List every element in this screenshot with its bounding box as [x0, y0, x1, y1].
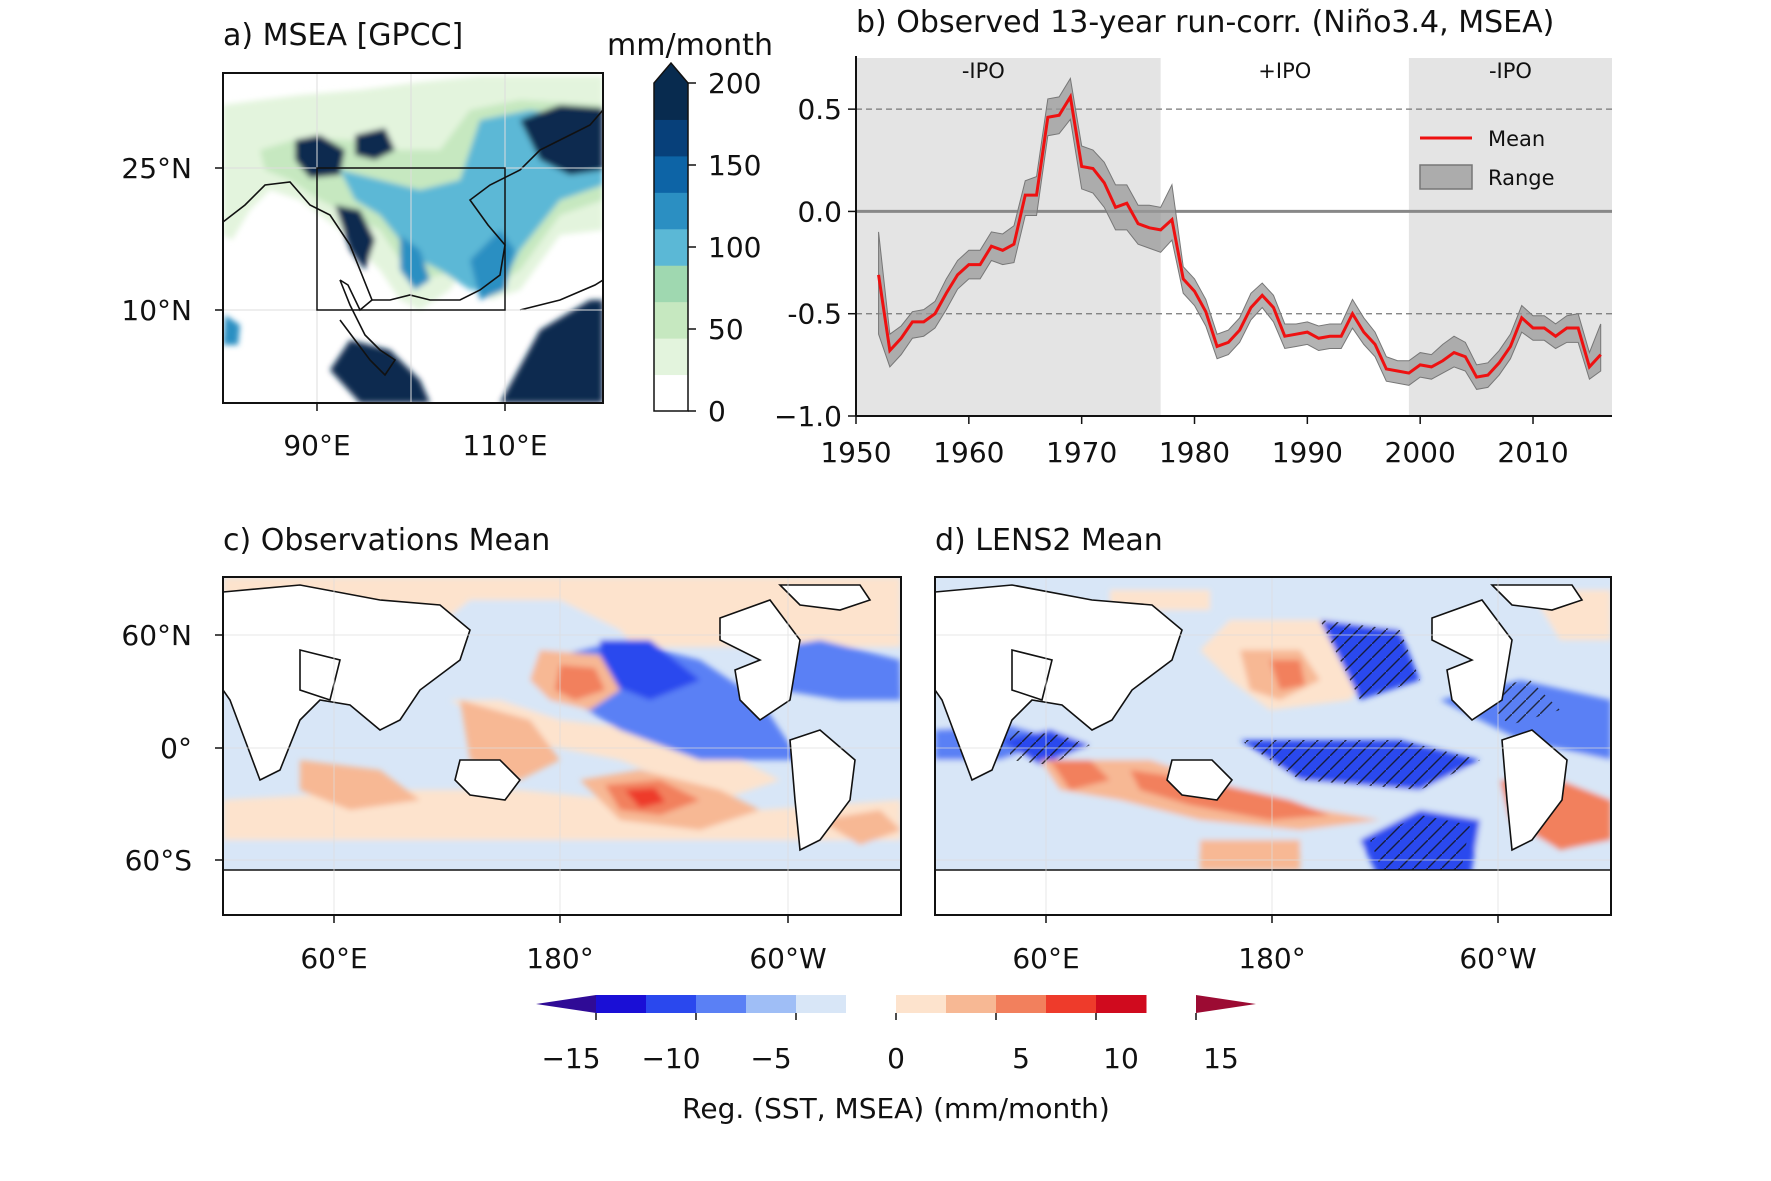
panel-a-colorbar-unit: mm/month [607, 28, 773, 63]
bottom-colorbar-swatch [846, 995, 897, 1013]
panel-b-clip [856, 58, 1612, 416]
panel-c-frame [222, 576, 902, 916]
bottom-colorbar-swatch [596, 995, 647, 1013]
panel-c-ytick: 60°S [125, 844, 192, 877]
panel-a-title: a) MSEA [GPCC] [223, 18, 463, 53]
panel-a-xtick: 110°E [462, 429, 547, 462]
bottom-colorbar-tick: 0 [887, 1042, 905, 1075]
colorbar-a-swatch [654, 338, 688, 376]
x-tick-label: 1990 [1272, 436, 1343, 469]
panel-a-colorbar-tick: 0 [708, 395, 726, 428]
panel-c: c) Observations Mean [121, 523, 902, 975]
bottom-colorbar-swatch [796, 995, 847, 1013]
panel-b-title: b) Observed 13-year run-corr. (Niño3.4, … [856, 5, 1554, 40]
bottom-colorbar-swatch [946, 995, 997, 1013]
panel-a-colorbar-tick: 200 [708, 67, 761, 100]
x-tick-label: 1950 [820, 436, 891, 469]
bottom-colorbar-label: Reg. (SST, MSEA) (mm/month) [682, 1092, 1110, 1125]
panel-a: a) MSEA [GPCC] [121, 18, 773, 462]
panel-a-ytick: 25°N [121, 152, 192, 185]
bottom-colorbar-swatch [746, 995, 797, 1013]
bottom-colorbar-tick: −10 [641, 1042, 700, 1075]
bottom-colorbar-tick: 5 [1012, 1042, 1030, 1075]
bottom-colorbar-swatch [896, 995, 947, 1013]
y-tick-label: 0.0 [797, 195, 842, 228]
ipo-phase-label: +IPO [1258, 59, 1311, 83]
x-tick-label: 1970 [1046, 436, 1117, 469]
bottom-colorbar-extend-max [1196, 995, 1256, 1013]
panel-d-axes: 60°E 180° 60°W [1012, 915, 1537, 975]
colorbar-a-swatch [654, 83, 688, 120]
colorbar-a-swatch [654, 119, 688, 157]
panel-c-ytick: 0° [160, 732, 192, 765]
x-tick-label: 1980 [1159, 436, 1230, 469]
panel-c-ytick: 60°N [121, 619, 192, 652]
panel-a-ytick: 10°N [121, 294, 192, 327]
panel-d-title: d) LENS2 Mean [935, 523, 1163, 558]
bottom-colorbar-tick: −15 [541, 1042, 600, 1075]
x-tick-label: 2000 [1385, 436, 1456, 469]
bottom-colorbar [536, 995, 1256, 1020]
panel-c-axes: 60°E 180° 60°W 60°N 0° 60°S [121, 619, 826, 975]
bottom-colorbar-swatch [1096, 995, 1147, 1013]
panel-d-xtick: 60°E [1012, 942, 1079, 975]
panel-d-xtick: 180° [1238, 942, 1305, 975]
panel-c-xtick: 60°W [749, 942, 826, 975]
y-tick-label: −1.0 [774, 400, 842, 433]
ipo-phase-label: -IPO [1489, 59, 1532, 83]
legend-mean-label: Mean [1488, 127, 1545, 151]
bottom-colorbar-extend-min [536, 995, 596, 1013]
colorbar-a-outline [653, 61, 689, 412]
panel-a-colorbar [653, 61, 696, 412]
x-tick-label: 1960 [933, 436, 1004, 469]
bottom-colorbar-tick: 15 [1203, 1042, 1239, 1075]
mean-line [877, 92, 1602, 379]
colorbar-a-extend-max [654, 63, 688, 83]
y-tick-label: -0.5 [787, 298, 842, 331]
bottom-colorbar-tick: 10 [1103, 1042, 1139, 1075]
bottom-colorbar-swatch [646, 995, 697, 1013]
msea-box [316, 167, 506, 311]
bottom-colorbar-swatch [996, 995, 1047, 1013]
colorbar-a-swatch [654, 192, 688, 230]
panel-b-plot: -IPO +IPO -IPO 1950 1960 1970 1980 1990 2000 2010… [774, 56, 1612, 469]
panel-c-title: c) Observations Mean [223, 523, 550, 558]
panel-d-frame [934, 576, 1612, 916]
legend-range-swatch [1419, 164, 1473, 190]
panel-a-xtick: 90°E [283, 429, 350, 462]
colorbar-a-swatch [654, 265, 688, 303]
bottom-colorbar-swatch [1046, 995, 1097, 1013]
panel-d-xtick: 60°W [1459, 942, 1536, 975]
panel-a-colorbar-tick: 150 [708, 149, 761, 182]
panel-a-frame [222, 72, 604, 404]
colorbar-a-swatch [654, 155, 688, 193]
colorbar-a-swatch [654, 301, 688, 339]
panel-a-colorbar-tick: 100 [708, 231, 761, 264]
panel-d: d) LENS2 Mean [934, 523, 1612, 975]
colorbar-a-swatch [654, 228, 688, 266]
panel-a-colorbar-tick: 50 [708, 313, 744, 346]
panel-b: b) Observed 13-year run-corr. (Niño3.4, … [774, 5, 1612, 469]
bottom-colorbar-swatch [696, 995, 747, 1013]
bottom-colorbar-tick: −5 [750, 1042, 791, 1075]
panel-c-map [223, 577, 901, 915]
panel-c-xtick: 60°E [300, 942, 367, 975]
panel-a-axes: 90°E 110°E 25°N 10°N [121, 152, 547, 462]
panel-c-xtick: 180° [526, 942, 593, 975]
colorbar-a-swatch [654, 374, 688, 412]
y-tick-label: 0.5 [797, 93, 842, 126]
legend-range-label: Range [1488, 166, 1555, 190]
x-tick-label: 2010 [1497, 436, 1568, 469]
panel-d-map [935, 577, 1611, 915]
ipo-phase-label: -IPO [962, 59, 1005, 83]
panel-a-map [223, 73, 603, 403]
